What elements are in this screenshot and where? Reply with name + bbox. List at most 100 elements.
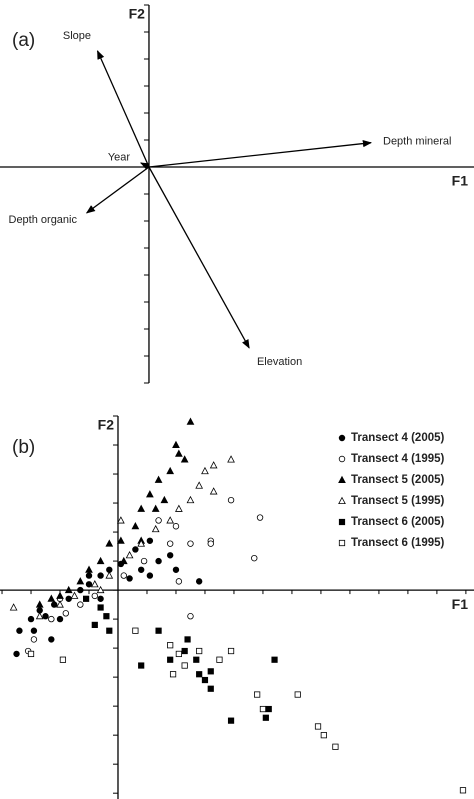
point — [186, 417, 195, 425]
point — [30, 636, 38, 643]
point — [13, 650, 20, 658]
point — [16, 627, 23, 634]
point — [227, 647, 235, 655]
point — [227, 496, 235, 504]
point — [125, 551, 134, 559]
point — [172, 523, 180, 530]
point — [160, 495, 169, 504]
point — [294, 691, 301, 698]
point — [209, 487, 218, 495]
point — [65, 595, 72, 602]
point — [85, 565, 93, 573]
point — [105, 571, 114, 579]
point — [62, 610, 70, 617]
legend-label: Transect 5 (2005) — [351, 474, 445, 486]
point — [227, 455, 235, 463]
arrow-label: Elevation — [257, 356, 302, 368]
point — [167, 642, 174, 649]
arrow-label: Depth mineral — [383, 135, 451, 147]
legend-label: Transect 4 (1995) — [351, 453, 445, 465]
point — [175, 504, 183, 512]
y-axis-label: F2 — [98, 417, 115, 433]
legend-marker — [338, 455, 346, 463]
point — [262, 714, 269, 721]
y-axis-label: F2 — [129, 6, 146, 22]
point — [96, 585, 105, 594]
point — [59, 656, 67, 663]
point — [48, 615, 55, 623]
point — [30, 627, 38, 634]
point — [106, 627, 113, 634]
point — [97, 572, 104, 579]
point — [132, 546, 139, 553]
point — [172, 440, 180, 449]
point — [140, 557, 148, 565]
point — [85, 572, 93, 579]
point — [132, 627, 139, 634]
point — [172, 566, 180, 573]
panel-label: (a) — [12, 30, 35, 51]
point — [9, 603, 18, 611]
loading-arrow — [140, 162, 150, 170]
point — [166, 466, 175, 475]
point — [117, 536, 125, 544]
point — [196, 647, 203, 655]
legend-label: Transect 6 (1995) — [351, 537, 445, 549]
point — [48, 636, 55, 643]
x-axis-label: F1 — [452, 596, 469, 612]
point — [175, 650, 182, 658]
point — [137, 566, 145, 573]
point — [256, 514, 264, 521]
legend-label: Transect 5 (1995) — [351, 495, 445, 507]
legend-marker — [338, 475, 346, 484]
point — [166, 552, 174, 559]
point — [151, 504, 160, 512]
point — [138, 662, 145, 669]
point — [35, 600, 44, 608]
arrow-label: Slope — [63, 30, 91, 42]
point — [146, 572, 154, 579]
point — [186, 495, 195, 504]
point — [320, 732, 327, 739]
point — [271, 656, 278, 663]
point — [137, 504, 146, 512]
point — [201, 676, 209, 684]
legend-label: Transect 6 (2005) — [351, 516, 445, 528]
point — [91, 621, 98, 629]
panel-label: (b) — [12, 437, 35, 458]
legend-marker — [338, 434, 346, 442]
loading-arrow — [85, 166, 150, 214]
point — [27, 650, 35, 658]
point — [77, 586, 84, 594]
point — [91, 592, 98, 600]
legend-marker — [338, 518, 346, 526]
point — [155, 517, 162, 524]
point — [207, 685, 214, 692]
point — [175, 449, 183, 457]
point — [56, 591, 64, 599]
point — [167, 656, 174, 663]
point — [207, 668, 214, 675]
point — [169, 671, 177, 678]
point — [216, 656, 223, 663]
point — [96, 556, 105, 565]
point — [166, 540, 174, 547]
point — [119, 556, 128, 565]
point — [187, 613, 194, 620]
point — [195, 578, 203, 585]
point — [193, 656, 200, 663]
point — [70, 591, 79, 599]
point — [196, 671, 203, 678]
point — [56, 600, 64, 608]
point — [83, 595, 90, 602]
point — [97, 604, 104, 611]
point — [126, 575, 133, 582]
loading-arrow — [148, 139, 372, 168]
point — [459, 787, 467, 794]
point — [103, 613, 110, 620]
point — [265, 705, 272, 713]
legend-marker — [338, 496, 346, 505]
point — [151, 524, 160, 533]
point — [42, 613, 49, 620]
point — [175, 578, 183, 585]
